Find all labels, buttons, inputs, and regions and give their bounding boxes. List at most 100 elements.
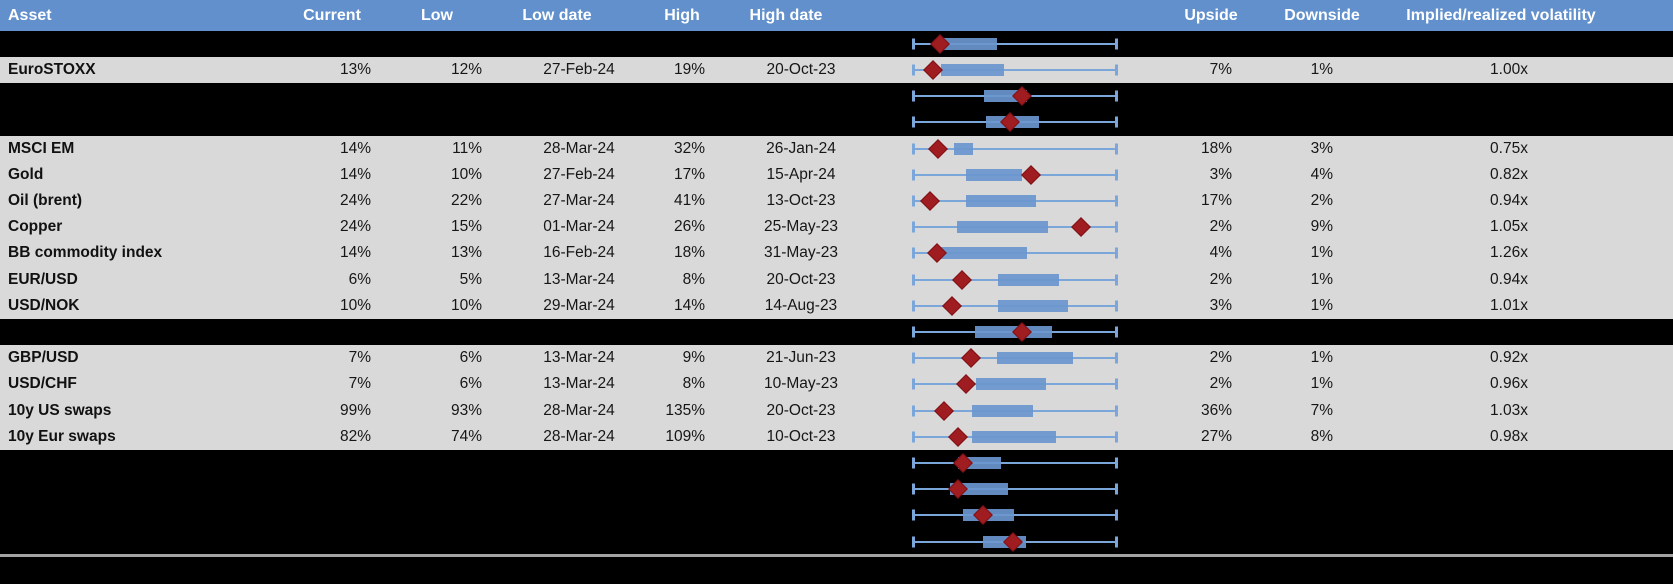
bottom-divider-line bbox=[0, 554, 1673, 557]
range-boxplot bbox=[912, 83, 1118, 109]
cell-asset: Oil (brent) bbox=[8, 192, 83, 209]
cell-high bbox=[605, 31, 705, 57]
cell-high: 109% bbox=[665, 427, 705, 445]
cell-asset: Gold bbox=[8, 165, 44, 183]
cell-upside: 7% bbox=[1209, 61, 1232, 78]
cell-low-date: 27-Mar-24 bbox=[543, 192, 615, 209]
range-box bbox=[940, 64, 1004, 77]
whisker-cap-right bbox=[1115, 352, 1118, 364]
cell-asset: MSCI EM bbox=[8, 139, 75, 157]
table-row bbox=[0, 109, 1673, 135]
whisker-cap-right bbox=[1115, 169, 1118, 181]
whisker-cap-right bbox=[1115, 143, 1118, 155]
cell-implied-realized: 0.82x bbox=[1490, 165, 1528, 183]
whisker-cap-left bbox=[912, 116, 915, 128]
whisker-cap-right bbox=[1115, 326, 1118, 338]
cell-implied-realized bbox=[1399, 109, 1619, 135]
cell-high-date bbox=[741, 109, 861, 135]
cell-high-date: 31-May-23 bbox=[763, 244, 839, 262]
whisker-cap-right bbox=[1115, 221, 1118, 233]
table-row bbox=[0, 529, 1673, 555]
cell-high-date bbox=[741, 450, 861, 476]
cell-high-date: 10-Oct-23 bbox=[766, 427, 836, 445]
cell-implied-realized: 0.98x bbox=[1490, 427, 1528, 445]
range-boxplot bbox=[912, 267, 1118, 293]
current-marker-diamond bbox=[961, 348, 981, 369]
cell-current: 82% bbox=[339, 427, 371, 445]
cell-high: 32% bbox=[673, 139, 705, 157]
whisker-line bbox=[913, 147, 1117, 150]
cell-low bbox=[382, 31, 482, 57]
header-upside: Upside bbox=[1184, 7, 1238, 24]
current-marker-diamond bbox=[952, 269, 972, 290]
whisker-line bbox=[913, 514, 1117, 517]
cell-implied-realized: 1.26x bbox=[1490, 244, 1528, 262]
cell-high: 9% bbox=[682, 349, 705, 367]
cell-low: 12% bbox=[450, 61, 482, 78]
header-downside: Downside bbox=[1284, 7, 1360, 24]
cell-current: 14% bbox=[339, 165, 371, 183]
range-boxplot bbox=[912, 214, 1118, 240]
cell-upside: 3% bbox=[1209, 296, 1232, 314]
whisker-cap-right bbox=[1115, 378, 1118, 390]
cell-implied-realized: 1.05x bbox=[1490, 218, 1528, 236]
cell-low-date: 01-Mar-24 bbox=[543, 218, 615, 236]
cell-downside: 3% bbox=[1310, 139, 1333, 157]
cell-low-date: 16-Feb-24 bbox=[543, 244, 615, 262]
cell-current: 7% bbox=[348, 375, 371, 393]
table-row: 10y US swaps 99% 93% 28-Mar-24 135% 20-O… bbox=[0, 397, 1673, 424]
cell-high-date: 20-Oct-23 bbox=[766, 61, 836, 78]
cell-downside bbox=[1233, 450, 1333, 476]
whisker-line bbox=[913, 42, 1117, 45]
range-boxplot bbox=[912, 240, 1118, 266]
range-boxplot bbox=[912, 136, 1118, 162]
cell-implied-realized bbox=[1399, 529, 1619, 555]
current-marker-diamond bbox=[923, 60, 943, 80]
cell-asset bbox=[8, 319, 288, 345]
cell-current: 99% bbox=[339, 401, 371, 419]
cell-upside: 2% bbox=[1209, 270, 1232, 288]
cell-low-date: 29-Mar-24 bbox=[543, 296, 615, 314]
cell-asset bbox=[8, 529, 288, 555]
table-header-row: Asset Current Low Low date High High dat… bbox=[0, 0, 1673, 31]
cell-current bbox=[271, 319, 371, 345]
cell-high-date: 20-Oct-23 bbox=[766, 270, 836, 288]
cell-high bbox=[605, 502, 705, 528]
cell-downside bbox=[1233, 109, 1333, 135]
whisker-cap-right bbox=[1115, 64, 1118, 76]
table-row: USD/NOK 10% 10% 29-Mar-24 14% 14-Aug-23 … bbox=[0, 292, 1673, 319]
whisker-cap-left bbox=[912, 247, 915, 259]
cell-downside bbox=[1233, 83, 1333, 109]
current-marker-diamond bbox=[928, 138, 948, 159]
range-box bbox=[971, 404, 1033, 417]
cell-implied-realized: 1.03x bbox=[1490, 401, 1528, 419]
cell-low: 11% bbox=[452, 139, 482, 157]
cell-upside: 36% bbox=[1200, 401, 1232, 419]
cell-current: 10% bbox=[339, 296, 371, 314]
range-box bbox=[971, 430, 1056, 443]
whisker-cap-right bbox=[1115, 483, 1118, 495]
cell-upside: 2% bbox=[1209, 349, 1232, 367]
header-current: Current bbox=[303, 7, 361, 24]
cell-current bbox=[271, 83, 371, 109]
whisker-cap-left bbox=[912, 64, 915, 76]
cell-current bbox=[271, 476, 371, 502]
cell-downside bbox=[1233, 31, 1333, 57]
cell-high bbox=[605, 450, 705, 476]
cell-upside bbox=[1132, 31, 1232, 57]
cell-low bbox=[382, 450, 482, 476]
range-boxplot bbox=[912, 398, 1118, 424]
whisker-cap-left bbox=[912, 90, 915, 102]
cell-low bbox=[382, 502, 482, 528]
cell-high: 18% bbox=[673, 244, 705, 262]
cell-high: 135% bbox=[665, 401, 705, 419]
cell-asset bbox=[8, 83, 288, 109]
cell-downside: 1% bbox=[1310, 349, 1333, 367]
cell-high: 17% bbox=[673, 165, 705, 183]
cell-upside: 3% bbox=[1209, 165, 1232, 183]
cell-downside bbox=[1233, 476, 1333, 502]
whisker-cap-left bbox=[912, 431, 915, 443]
cell-high bbox=[605, 83, 705, 109]
range-box bbox=[997, 352, 1073, 365]
cell-low: 15% bbox=[450, 218, 482, 236]
